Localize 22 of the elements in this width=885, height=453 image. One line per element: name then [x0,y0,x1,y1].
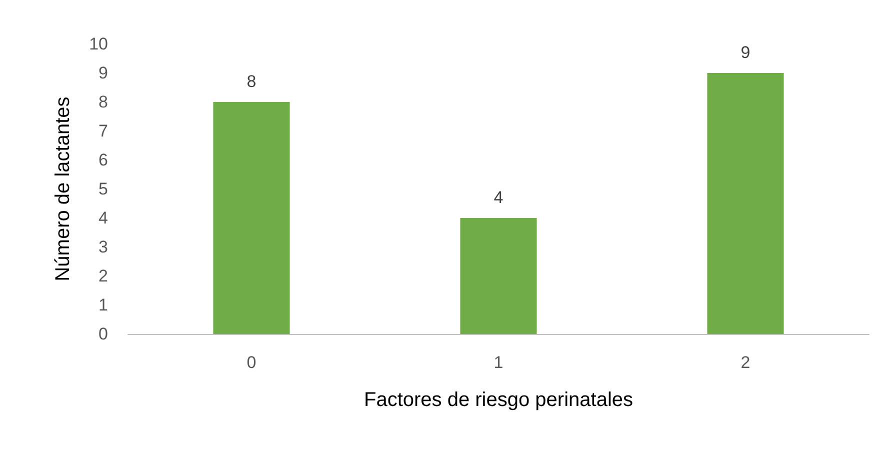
y-tick-label: 7 [98,122,108,140]
bar [460,218,537,334]
data-label: 8 [246,72,256,91]
y-tick-label: 0 [98,324,108,344]
data-label: 9 [740,43,750,62]
x-tick-label: 1 [494,353,504,372]
x-axis-title: Factores de riesgo perinatales [364,389,634,411]
y-tick-label: 8 [98,92,108,112]
y-tick-label: 1 [98,296,108,314]
y-tick-label: 2 [98,266,108,286]
y-tick-label: 6 [98,150,108,170]
y-tick-label: 5 [98,180,108,198]
bar [213,102,290,334]
x-tick-label: 2 [740,353,750,372]
y-tick-label: 10 [89,34,108,54]
bar [707,73,784,334]
y-tick-label: 9 [98,64,108,82]
y-tick-label: 4 [98,208,108,228]
y-axis-title: Número de lactantes [52,96,74,282]
x-tick-label: 0 [246,353,256,372]
data-label: 4 [494,188,504,207]
y-tick-label: 3 [98,238,108,256]
